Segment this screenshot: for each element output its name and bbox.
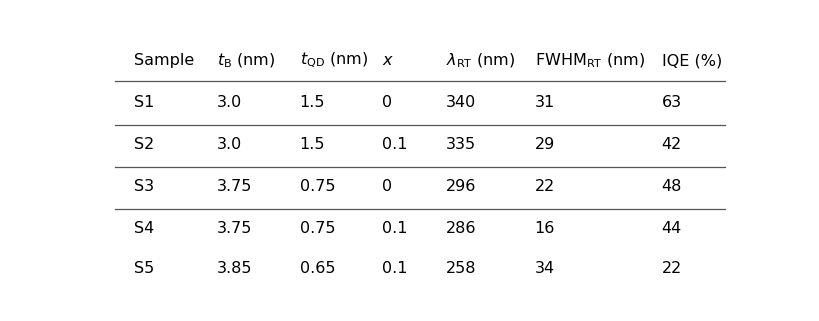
Text: 258: 258: [446, 261, 476, 276]
Text: FWHM$_\mathrm{RT}$ (nm): FWHM$_\mathrm{RT}$ (nm): [534, 52, 644, 70]
Text: S4: S4: [134, 221, 154, 236]
Text: 22: 22: [661, 261, 681, 276]
Text: $\lambda_\mathrm{RT}$ (nm): $\lambda_\mathrm{RT}$ (nm): [446, 52, 514, 70]
Text: $t_\mathrm{QD}$ (nm): $t_\mathrm{QD}$ (nm): [299, 51, 367, 70]
Text: 42: 42: [661, 137, 681, 152]
Text: S1: S1: [134, 95, 155, 110]
Text: 3.0: 3.0: [216, 95, 242, 110]
Text: 0: 0: [382, 95, 391, 110]
Text: 3.75: 3.75: [216, 179, 252, 194]
Text: 44: 44: [661, 221, 681, 236]
Text: 1.5: 1.5: [299, 95, 324, 110]
Text: 286: 286: [446, 221, 476, 236]
Text: 0: 0: [382, 179, 391, 194]
Text: Sample: Sample: [134, 53, 194, 68]
Text: 3.75: 3.75: [216, 221, 252, 236]
Text: $t_\mathrm{B}$ (nm): $t_\mathrm{B}$ (nm): [216, 52, 275, 70]
Text: 48: 48: [661, 179, 681, 194]
Text: 0.1: 0.1: [382, 137, 407, 152]
Text: 63: 63: [661, 95, 681, 110]
Text: 335: 335: [446, 137, 475, 152]
Text: 0.1: 0.1: [382, 261, 407, 276]
Text: 296: 296: [446, 179, 476, 194]
Text: 0.65: 0.65: [299, 261, 335, 276]
Text: 22: 22: [534, 179, 554, 194]
Text: 3.85: 3.85: [216, 261, 252, 276]
Text: 0.75: 0.75: [299, 221, 335, 236]
Text: 0.75: 0.75: [299, 179, 335, 194]
Text: S5: S5: [134, 261, 154, 276]
Text: 0.1: 0.1: [382, 221, 407, 236]
Text: 1.5: 1.5: [299, 137, 324, 152]
Text: IQE (%): IQE (%): [661, 53, 721, 68]
Text: S2: S2: [134, 137, 154, 152]
Text: S3: S3: [134, 179, 154, 194]
Text: 3.0: 3.0: [216, 137, 242, 152]
Text: $x$: $x$: [382, 53, 394, 68]
Text: 340: 340: [446, 95, 475, 110]
Text: 31: 31: [534, 95, 554, 110]
Text: 34: 34: [534, 261, 554, 276]
Text: 29: 29: [534, 137, 554, 152]
Text: 16: 16: [534, 221, 554, 236]
